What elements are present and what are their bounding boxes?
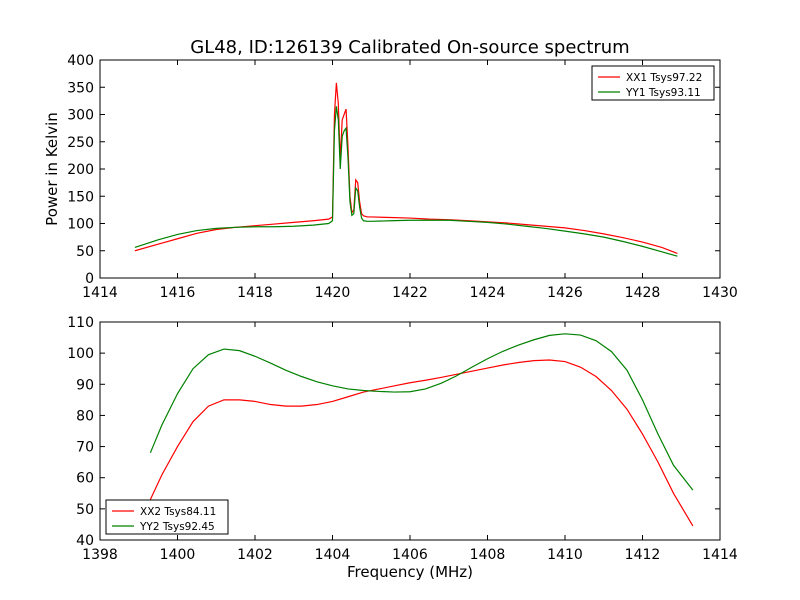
- legend-2: XX2 Tsys84.11 YY2 Tsys92.45: [105, 499, 229, 535]
- y-tick-label-2-1: 50: [76, 502, 94, 518]
- y-tick-label-2-0: 40: [76, 533, 94, 549]
- legend-label-2-1: XX2 Tsys84.11: [140, 506, 216, 518]
- legend-label-2-2: YY2 Tsys92.45: [139, 521, 215, 533]
- y-tick-label-1-4: 200: [67, 162, 94, 178]
- x-tick-label-2-4: 1406: [392, 547, 428, 563]
- x-tick-label-2-8: 1414: [702, 547, 738, 563]
- y-axis-label-1: Power in Kelvin: [43, 112, 61, 226]
- y-tick-label-2-6: 100: [67, 346, 94, 362]
- figure-title: GL48, ID:126139 Calibrated On-source spe…: [190, 37, 629, 58]
- plots-group: 1414 1416 1418 1420 1422 1424 1426 1428 14300501…: [43, 53, 738, 581]
- y-tick-label-1-0: 0: [85, 271, 94, 287]
- x-tick-label-2-6: 1410: [547, 547, 583, 563]
- y-tick-label-1-1: 50: [76, 244, 94, 260]
- y-tick-label-2-2: 60: [76, 471, 94, 487]
- x-axis-label-2: Frequency (MHz): [347, 563, 473, 581]
- x-tick-label-1-2: 1418: [237, 285, 273, 301]
- y-tick-label-1-6: 300: [67, 108, 94, 124]
- x-tick-label-2-5: 1408: [470, 547, 506, 563]
- y-tick-label-1-5: 250: [67, 135, 94, 151]
- legend-1: XX1 Tsys97.22 YY1 Tsys93.11: [591, 65, 715, 101]
- x-tick-label-1-8: 1430: [702, 285, 738, 301]
- x-tick-label-2-0: 1398: [82, 547, 118, 563]
- x-tick-label-1-4: 1422: [392, 285, 428, 301]
- y-tick-label-1-8: 400: [67, 53, 94, 69]
- x-tick-label-2-7: 1412: [625, 547, 661, 563]
- y-tick-label-2-5: 90: [76, 377, 94, 393]
- legend-label-1-1: XX1 Tsys97.22: [626, 72, 702, 84]
- legend-box-2: [105, 499, 229, 535]
- series-line-2-1: [149, 359, 694, 527]
- x-tick-label-1-3: 1420: [315, 285, 351, 301]
- x-tick-label-2-3: 1404: [315, 547, 351, 563]
- x-tick-label-1-6: 1426: [547, 285, 583, 301]
- x-tick-label-2-2: 1402: [237, 547, 273, 563]
- x-tick-label-1-1: 1416: [160, 285, 196, 301]
- x-tick-label-1-5: 1424: [470, 285, 506, 301]
- plot-panel-2: 1398 1400 1402 1404 1406 1408 1410 1412 1414 40 50…: [67, 315, 738, 581]
- plot-panel-1: 1414 1416 1418 1420 1422 1424 1426 1428 1430 0 50 1…: [43, 53, 738, 301]
- legend-box-1: [591, 65, 715, 101]
- y-tick-label-1-2: 100: [67, 217, 94, 233]
- x-tick-label-1-7: 1428: [625, 285, 661, 301]
- y-tick-label-1-7: 350: [67, 80, 94, 96]
- series-line-1-2: [134, 106, 678, 257]
- legend-label-1-2: YY1 Tsys93.11: [625, 87, 701, 99]
- x-tick-label-1-0: 1414: [82, 285, 118, 301]
- y-tick-label-2-3: 70: [76, 440, 94, 456]
- y-tick-label-2-4: 80: [76, 408, 94, 424]
- y-tick-label-2-7: 110: [67, 315, 94, 331]
- y-tick-label-1-3: 150: [67, 189, 94, 205]
- x-tick-label-2-1: 1400: [160, 547, 196, 563]
- series-line-2-2: [149, 333, 694, 491]
